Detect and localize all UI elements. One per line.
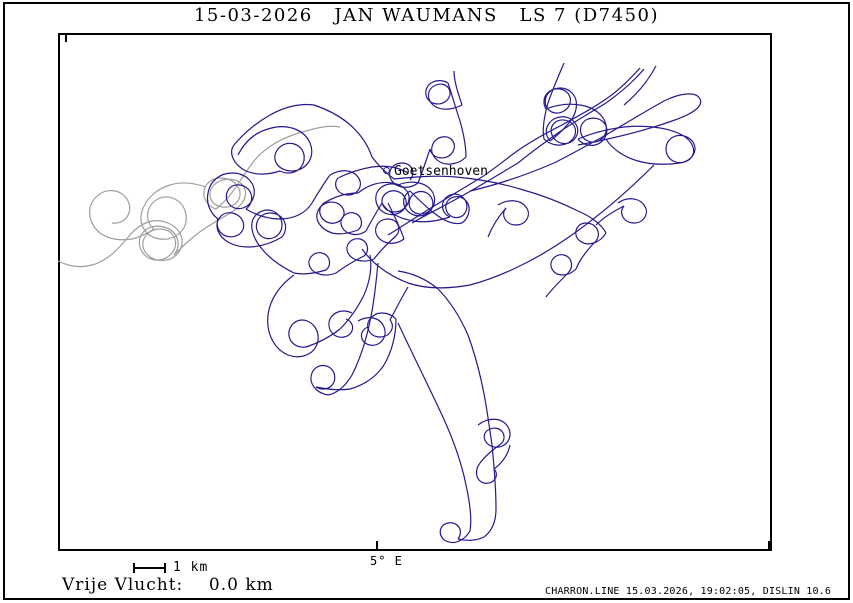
flight-track-canvas (58, 62, 702, 544)
flight-track-main (206, 62, 702, 544)
scale-bar: 1 km (133, 557, 208, 577)
scale-bar-cap-left (133, 562, 135, 573)
page-title: 15-03-2026 JAN WAUMANS LS 7 (D7450) (193, 5, 660, 26)
scale-bar-cap-right (164, 562, 166, 573)
scale-bar-graphic (133, 562, 166, 573)
scale-bar-line (133, 566, 166, 569)
location-marker-icon (383, 167, 390, 174)
footer-source-text: CHARRON.LINE 15.03.2026, 19:02:05, DISLI… (545, 586, 832, 597)
flight-track-secondary (58, 125, 341, 268)
axis-tick-top (65, 33, 67, 42)
footer-distance-text: Vrije Vlucht: 0.0 km (62, 575, 274, 595)
axis-tick-bottom-right (768, 541, 770, 550)
x-axis-label: 5° E (370, 554, 403, 568)
axis-tick-bottom (376, 541, 378, 550)
scale-bar-label: 1 km (173, 559, 209, 575)
location-label: Goetsenhoven (394, 164, 488, 179)
plot-area: Goetsenhoven 1 km (58, 33, 772, 575)
